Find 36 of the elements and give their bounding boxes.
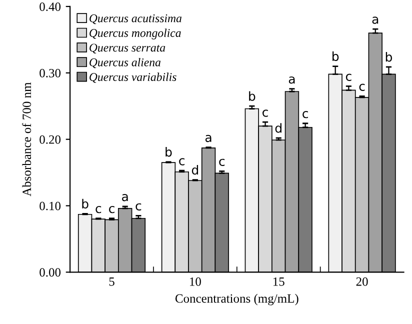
y-tick-label: 0.40 — [40, 2, 61, 11]
x-tick-label: 20 — [356, 277, 368, 286]
legend-label: Quercus aliena — [90, 58, 160, 68]
data-label: c — [136, 203, 142, 211]
legend-label: Quercus acutissima — [90, 14, 182, 24]
x-axis-title: Concentrations (mg/mL) — [175, 294, 298, 306]
data-label: b — [249, 91, 256, 101]
data-label: d — [275, 123, 282, 133]
y-tick-label: 0.20 — [40, 135, 61, 144]
data-label: a — [205, 134, 212, 142]
data-label: c — [262, 110, 268, 117]
data-label: c — [179, 158, 184, 166]
legend-label: Quercus serrata — [90, 44, 166, 54]
y-tick-label: 0.00 — [40, 268, 61, 277]
data-label: c — [109, 206, 114, 214]
data-label: c — [359, 84, 365, 91]
x-tick-label: 5 — [109, 278, 114, 286]
data-label: a — [288, 76, 295, 84]
legend-label: Quercus variabilis — [90, 72, 176, 83]
data-label: b — [332, 51, 339, 62]
x-tick-label: 15 — [273, 277, 284, 286]
legend-label: Quercus mongolica — [90, 28, 181, 40]
y-axis-title: Absorbance of 700 nm — [22, 82, 32, 196]
y-tick-label: 0.30 — [40, 68, 61, 78]
data-label: c — [96, 206, 102, 214]
data-label: a — [372, 16, 378, 24]
data-label: c — [219, 158, 225, 166]
data-label: b — [386, 52, 392, 62]
data-label: d — [192, 164, 198, 175]
data-label: b — [166, 147, 172, 157]
data-label: b — [82, 198, 88, 209]
x-tick-label: 10 — [190, 277, 201, 286]
y-tick-label: 0.10 — [40, 202, 61, 210]
data-label: c — [346, 74, 352, 81]
data-label: a — [122, 194, 128, 202]
data-label: c — [302, 111, 308, 118]
